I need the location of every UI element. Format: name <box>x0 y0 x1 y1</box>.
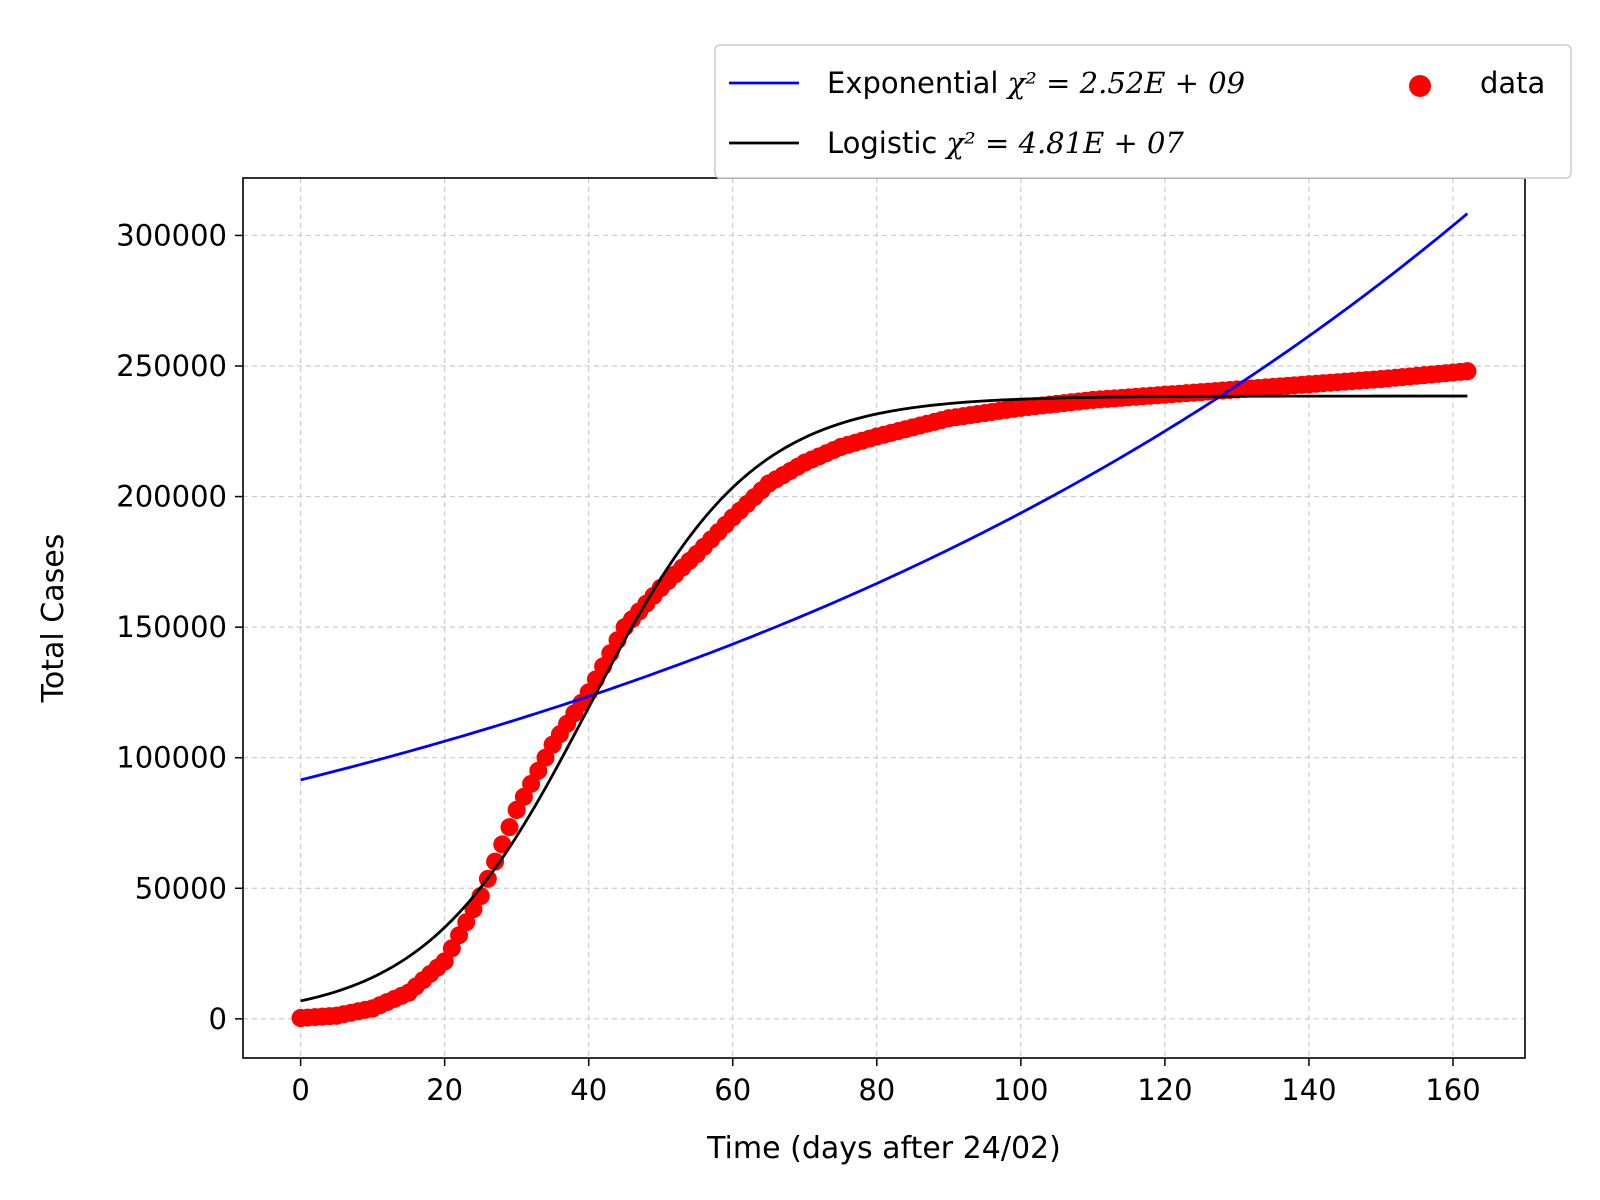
legend-label: data <box>1480 66 1545 100</box>
legend: Exponential χ² = 2.52E + 09 Logistic χ² =… <box>714 44 1572 179</box>
x-tick-label: 100 <box>993 1073 1048 1107</box>
y-tick-label: 0 <box>209 1002 227 1036</box>
legend-box <box>714 44 1572 179</box>
x-tick-label: 80 <box>858 1073 895 1107</box>
x-tick-label: 140 <box>1281 1073 1336 1107</box>
y-tick-label: 50000 <box>135 871 227 905</box>
y-axis-label: Total Cases <box>36 534 71 704</box>
legend-label-main: Logistic <box>827 126 937 160</box>
data-point <box>1458 362 1477 381</box>
legend-label-chi-squared: χ² = 2.52E + 09 <box>999 66 1246 100</box>
line-series-logistic <box>300 394 1468 1003</box>
data-point <box>500 818 519 837</box>
y-tick-label: 100000 <box>116 741 227 775</box>
legend-label-main: data <box>1480 66 1545 100</box>
data-point <box>486 852 505 871</box>
grid <box>243 178 1525 1058</box>
x-tick-label: 20 <box>426 1073 463 1107</box>
y-axis: 0 50000 100000 150000 200000 250000 300000 <box>116 218 243 1036</box>
y-tick-label: 250000 <box>116 349 227 383</box>
x-tick-label: 0 <box>291 1073 309 1107</box>
x-tick-label: 120 <box>1137 1073 1192 1107</box>
legend-label-chi-squared: χ² = 4.81E + 07 <box>937 126 1184 160</box>
line-series-exponential <box>300 212 1469 782</box>
y-tick-label: 200000 <box>116 480 227 514</box>
legend-label: Exponential χ² = 2.52E + 09 <box>827 66 1245 100</box>
x-tick-label: 60 <box>714 1073 751 1107</box>
y-tick-label: 300000 <box>116 218 227 252</box>
x-axis-label: Time (days after 24/02) <box>706 1131 1061 1166</box>
legend-entry: Logistic χ² = 4.81E + 07 <box>729 126 1184 160</box>
x-tick-label: 40 <box>570 1073 607 1107</box>
y-tick-label: 150000 <box>116 610 227 644</box>
legend-entry: data <box>1409 66 1545 100</box>
plot-area <box>291 212 1477 1028</box>
x-axis: 0 20 40 60 80 100 120 140 160 <box>291 1058 1481 1107</box>
legend-entry: Exponential χ² = 2.52E + 09 <box>729 66 1245 100</box>
data-point <box>493 835 512 854</box>
x-tick-label: 160 <box>1425 1073 1480 1107</box>
legend-label-main: Exponential <box>827 66 999 100</box>
legend-marker-swatch <box>1409 75 1431 97</box>
legend-label: Logistic χ² = 4.81E + 07 <box>827 126 1184 160</box>
